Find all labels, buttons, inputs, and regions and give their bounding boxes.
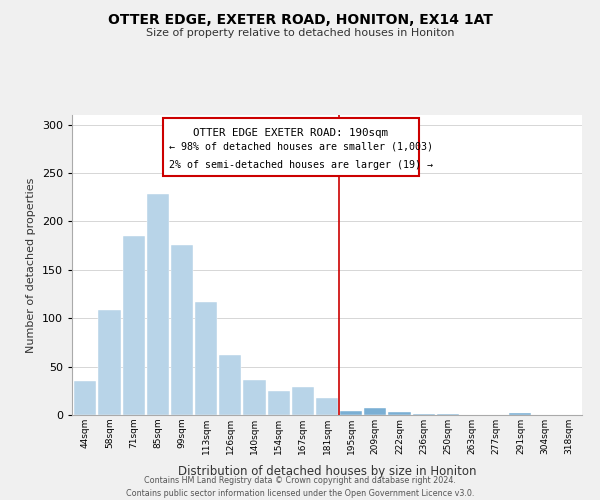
- Bar: [316, 398, 338, 415]
- X-axis label: Distribution of detached houses by size in Honiton: Distribution of detached houses by size …: [178, 466, 476, 478]
- Bar: [122, 236, 145, 415]
- Text: Contains public sector information licensed under the Open Government Licence v3: Contains public sector information licen…: [126, 489, 474, 498]
- Text: Size of property relative to detached houses in Honiton: Size of property relative to detached ho…: [146, 28, 454, 38]
- Bar: [98, 310, 121, 415]
- Bar: [364, 408, 386, 415]
- Bar: [268, 391, 290, 415]
- Bar: [195, 302, 217, 415]
- Bar: [163, 118, 419, 176]
- Bar: [437, 414, 459, 415]
- Bar: [292, 387, 314, 415]
- Bar: [413, 414, 435, 415]
- Text: Contains HM Land Registry data © Crown copyright and database right 2024.: Contains HM Land Registry data © Crown c…: [144, 476, 456, 485]
- Y-axis label: Number of detached properties: Number of detached properties: [26, 178, 36, 352]
- Text: OTTER EDGE, EXETER ROAD, HONITON, EX14 1AT: OTTER EDGE, EXETER ROAD, HONITON, EX14 1…: [107, 12, 493, 26]
- Text: OTTER EDGE EXETER ROAD: 190sqm: OTTER EDGE EXETER ROAD: 190sqm: [193, 128, 388, 138]
- Text: 2% of semi-detached houses are larger (19) →: 2% of semi-detached houses are larger (1…: [169, 160, 433, 170]
- Bar: [171, 244, 193, 415]
- Bar: [340, 411, 362, 415]
- Text: ← 98% of detached houses are smaller (1,003): ← 98% of detached houses are smaller (1,…: [169, 141, 433, 151]
- Bar: [146, 194, 169, 415]
- Bar: [388, 412, 410, 415]
- Bar: [219, 355, 241, 415]
- Bar: [244, 380, 266, 415]
- Bar: [509, 413, 532, 415]
- Bar: [74, 381, 97, 415]
